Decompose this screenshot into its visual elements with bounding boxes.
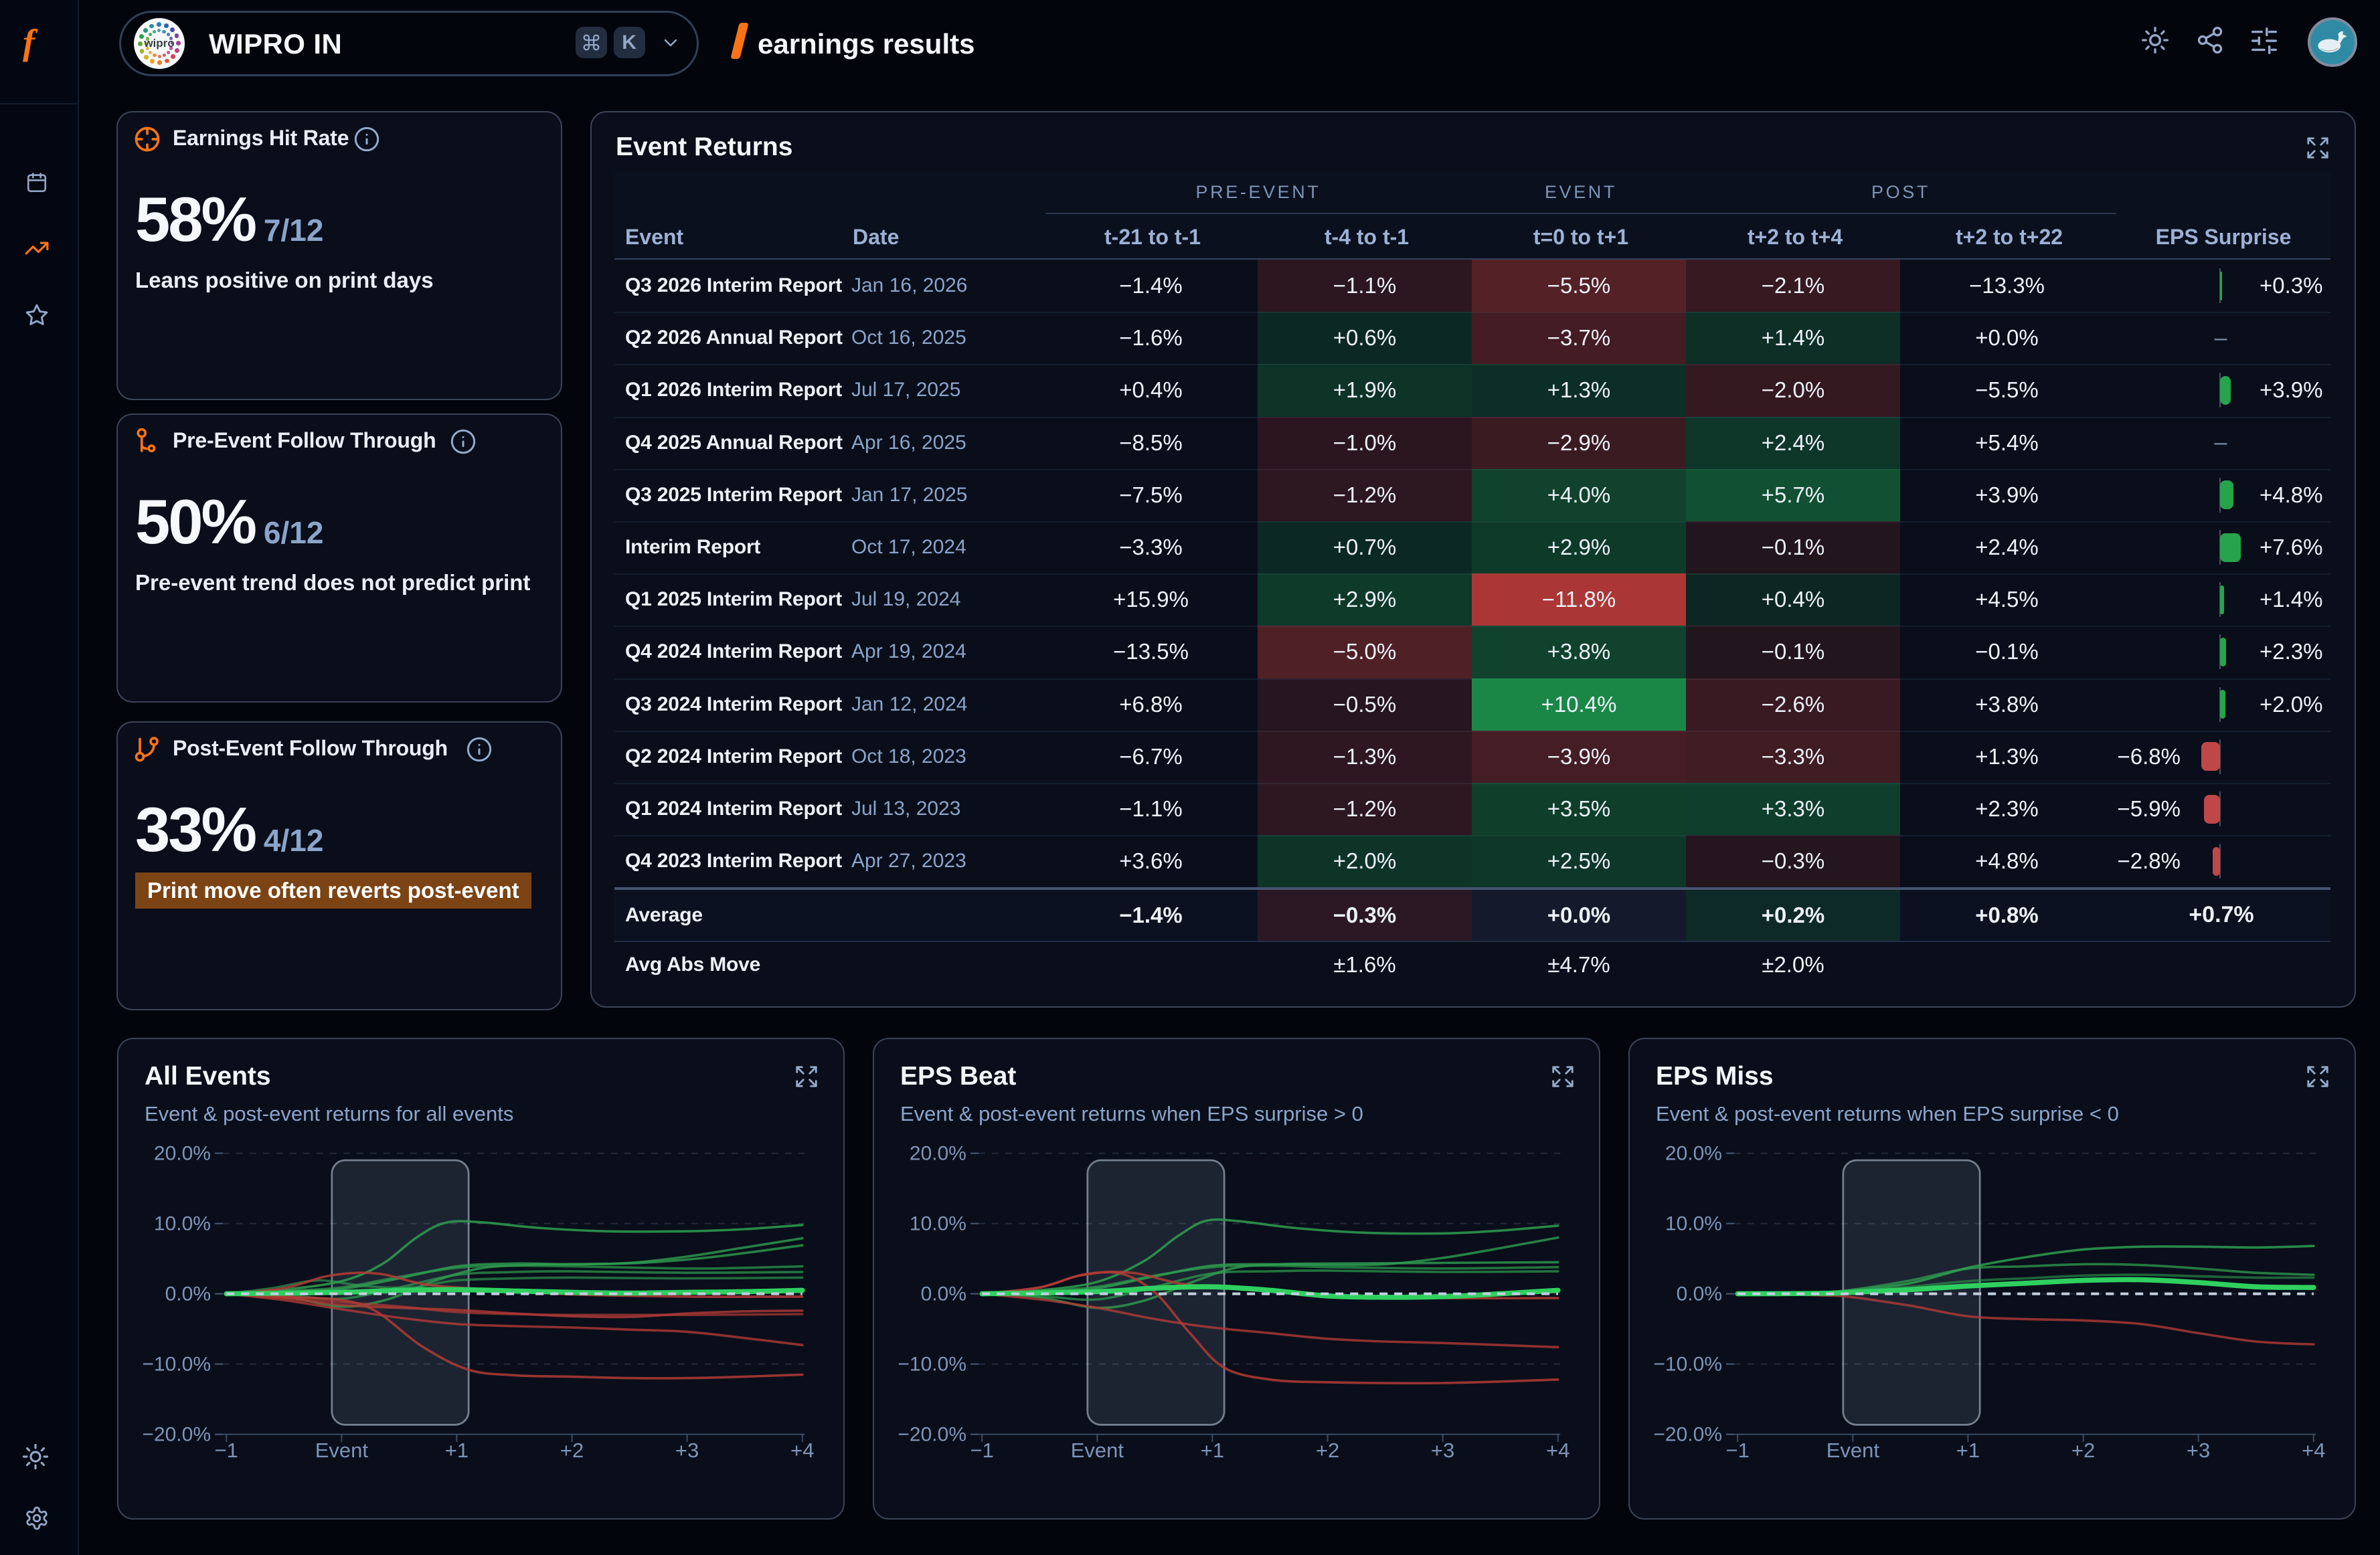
- svg-text:10.0%: 10.0%: [910, 1213, 966, 1235]
- svg-text:0.0%: 0.0%: [920, 1283, 966, 1305]
- svg-text:−1: −1: [1725, 1439, 1749, 1462]
- svg-text:+1: +1: [445, 1439, 469, 1462]
- svg-text:+4: +4: [1546, 1439, 1569, 1462]
- svg-text:20.0%: 20.0%: [1665, 1143, 1722, 1165]
- svg-text:+1: +1: [1201, 1439, 1224, 1462]
- svg-text:10.0%: 10.0%: [1665, 1213, 1722, 1235]
- svg-text:20.0%: 20.0%: [910, 1143, 966, 1165]
- svg-text:0.0%: 0.0%: [1676, 1283, 1721, 1305]
- svg-text:−1: −1: [970, 1439, 993, 1462]
- svg-text:Event: Event: [1071, 1439, 1124, 1462]
- svg-text:20.0%: 20.0%: [154, 1143, 211, 1165]
- svg-text:+1: +1: [1956, 1439, 1980, 1462]
- svg-text:Event: Event: [315, 1439, 369, 1462]
- svg-text:−10.0%: −10.0%: [898, 1354, 966, 1376]
- svg-text:−10.0%: −10.0%: [142, 1354, 211, 1376]
- svg-text:+4: +4: [790, 1439, 814, 1462]
- svg-text:+2: +2: [2071, 1439, 2095, 1462]
- svg-text:+4: +4: [2302, 1439, 2325, 1462]
- svg-text:+2: +2: [1316, 1439, 1339, 1462]
- svg-text:+2: +2: [560, 1439, 584, 1462]
- svg-text:10.0%: 10.0%: [154, 1213, 211, 1235]
- svg-text:+3: +3: [675, 1439, 699, 1462]
- svg-text:−20.0%: −20.0%: [898, 1424, 966, 1446]
- svg-text:+3: +3: [1431, 1439, 1454, 1462]
- svg-text:0.0%: 0.0%: [165, 1283, 210, 1305]
- svg-text:−20.0%: −20.0%: [142, 1424, 211, 1446]
- svg-text:−10.0%: −10.0%: [1653, 1354, 1722, 1376]
- svg-text:−20.0%: −20.0%: [1653, 1424, 1722, 1446]
- svg-text:−1: −1: [214, 1439, 238, 1462]
- svg-text:+3: +3: [2187, 1439, 2210, 1462]
- svg-text:Event: Event: [1826, 1439, 1880, 1462]
